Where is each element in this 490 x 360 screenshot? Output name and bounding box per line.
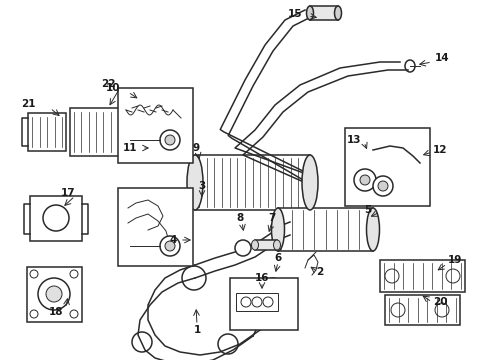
Ellipse shape (335, 6, 342, 20)
Text: 6: 6 (274, 253, 282, 263)
Circle shape (160, 130, 180, 150)
Bar (385, 295, 460, 325)
Text: 17: 17 (61, 188, 75, 198)
Text: 12: 12 (433, 145, 447, 155)
Circle shape (165, 241, 175, 251)
Circle shape (30, 310, 38, 318)
Circle shape (373, 176, 393, 196)
Circle shape (264, 278, 282, 296)
Bar (70, 108, 122, 156)
Text: 18: 18 (49, 307, 63, 317)
Bar (30, 196, 82, 241)
Bar (255, 240, 277, 250)
Circle shape (165, 135, 175, 145)
Circle shape (235, 240, 251, 256)
Ellipse shape (271, 208, 285, 251)
Text: 1: 1 (194, 325, 200, 335)
Bar (380, 260, 465, 292)
Text: 21: 21 (21, 99, 35, 109)
Bar (118, 188, 193, 266)
Circle shape (360, 175, 370, 185)
Text: 15: 15 (288, 9, 302, 19)
Text: 9: 9 (193, 143, 199, 153)
Text: 3: 3 (198, 181, 206, 191)
Text: 16: 16 (255, 273, 269, 283)
Bar (195, 155, 310, 210)
Bar (278, 208, 373, 251)
Text: 13: 13 (347, 135, 361, 145)
Circle shape (46, 286, 62, 302)
Ellipse shape (367, 208, 379, 251)
Text: 5: 5 (365, 205, 371, 215)
Bar (230, 278, 298, 330)
Circle shape (30, 270, 38, 278)
Text: 4: 4 (170, 235, 177, 245)
Ellipse shape (251, 240, 259, 250)
Ellipse shape (302, 155, 318, 210)
Text: 19: 19 (448, 255, 462, 265)
Circle shape (378, 181, 388, 191)
Text: 20: 20 (433, 297, 447, 307)
Text: 14: 14 (435, 53, 449, 63)
Bar (345, 128, 430, 206)
Ellipse shape (187, 155, 203, 210)
Circle shape (354, 169, 376, 191)
Ellipse shape (273, 240, 280, 250)
Bar (27, 267, 82, 322)
Circle shape (70, 310, 78, 318)
Circle shape (160, 236, 180, 256)
Bar (118, 88, 193, 163)
Text: 22: 22 (101, 79, 115, 89)
Bar (310, 6, 338, 20)
Text: 7: 7 (269, 213, 276, 223)
Text: 10: 10 (106, 83, 120, 93)
Text: 2: 2 (317, 267, 323, 277)
Text: 11: 11 (123, 143, 137, 153)
Circle shape (70, 270, 78, 278)
Ellipse shape (307, 6, 314, 20)
Bar (236, 293, 278, 311)
Bar (28, 113, 66, 151)
Text: 8: 8 (236, 213, 244, 223)
